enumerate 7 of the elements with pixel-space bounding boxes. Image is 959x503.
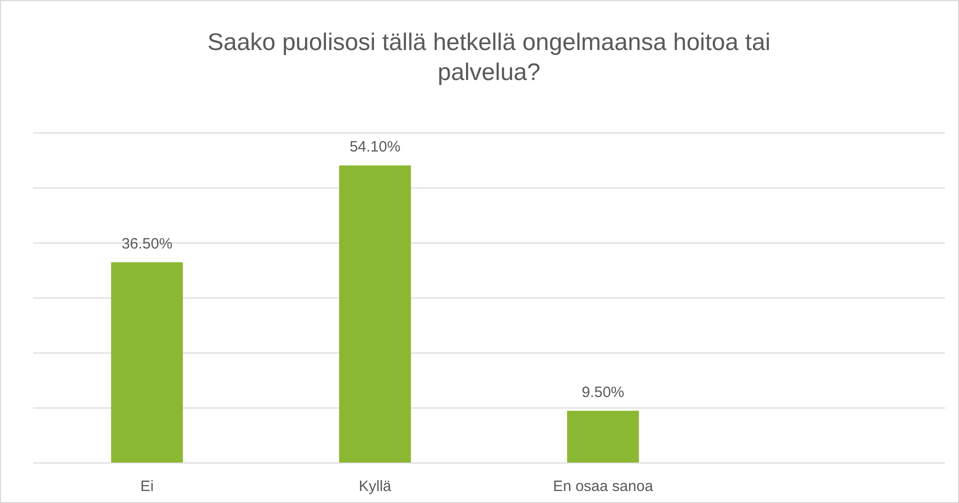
- data-label: 36.50%: [122, 235, 172, 252]
- chart-title: Saako puolisosi tällä hetkellä ongelmaansa hoitoa tai palvelua?: [207, 29, 771, 86]
- x-tick-label: Kyllä: [358, 478, 392, 495]
- data-label: 9.50%: [582, 384, 624, 401]
- x-tick-label: En osaa sanoa: [552, 478, 654, 495]
- data-label: 54.10%: [350, 138, 400, 156]
- x-tick-label: Ei: [140, 478, 154, 495]
